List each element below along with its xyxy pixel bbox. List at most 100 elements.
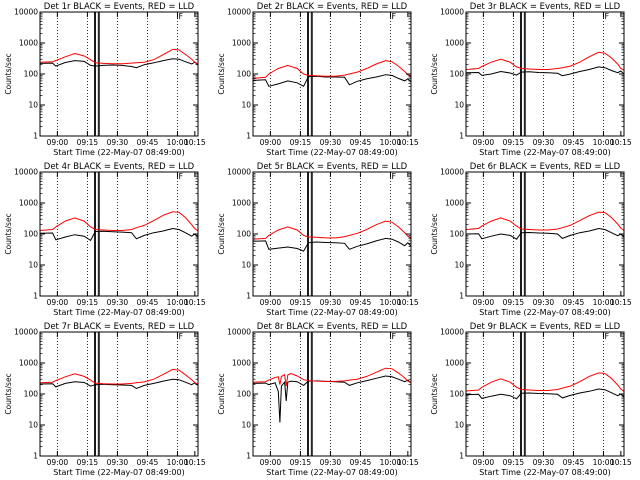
series-lld — [466, 51, 624, 71]
detector-panel-9: Det 9r BLACK = Events, RED = LLD F 1 10 100 1… — [426, 320, 639, 480]
detector-panel-4: Det 4r BLACK = Events, RED = LLD F 1 10 100 1… — [0, 160, 213, 320]
y-tick-label: 10000 — [14, 8, 38, 17]
x-tick-label: 10:15 — [184, 298, 206, 307]
x-axis-label: Start Time (22-May-07 08:49:00) — [266, 308, 397, 317]
y-tick-label: 100 — [450, 390, 465, 399]
detector-panel-2: Det 2r BLACK = Events, RED = LLD F 1 10 100 1… — [213, 0, 426, 160]
detector-panel-1: Det 1r BLACK = Events, RED = LLD F 1 10 100 1… — [0, 0, 213, 160]
y-tick-label: 100 — [237, 390, 252, 399]
y-tick-label: 1000 — [19, 199, 38, 208]
series-events — [466, 66, 624, 77]
plot-frame — [39, 331, 199, 457]
x-tick-label: 09:30 — [320, 458, 342, 467]
y-tick-label: 10 — [241, 421, 251, 430]
x-tick-label: 09:30 — [320, 138, 342, 147]
y-tick-label: 10000 — [440, 328, 464, 337]
series-events — [40, 378, 198, 390]
series-events — [466, 227, 624, 240]
series-events — [40, 227, 198, 242]
plot-frame — [39, 11, 199, 137]
x-tick-label: 10:00 — [593, 298, 615, 307]
detector-panel-6: Det 6r BLACK = Events, RED = LLD F 1 10 100 1… — [426, 160, 639, 320]
y-tick-label: 10 — [454, 261, 464, 270]
y-tick-label: 1 — [459, 132, 464, 141]
x-tick-label: 09:15 — [290, 298, 312, 307]
y-tick-label: 1000 — [445, 39, 464, 48]
y-tick-label: 1000 — [232, 199, 251, 208]
y-tick-label: 10000 — [14, 168, 38, 177]
x-tick-label: 09:45 — [563, 298, 585, 307]
y-tick-label: 10 — [454, 421, 464, 430]
series-lld — [466, 211, 624, 231]
series-lld — [253, 367, 411, 387]
series-lld — [40, 48, 198, 65]
series-events — [253, 237, 411, 252]
flag-marker-label: F — [604, 172, 609, 181]
chart-title: Det 2r BLACK = Events, RED = LLD — [257, 2, 408, 12]
y-tick-label: 10 — [28, 101, 38, 110]
flag-marker-label: F — [178, 332, 183, 341]
y-tick-label: 10000 — [14, 328, 38, 337]
x-tick-label: 09:30 — [107, 458, 129, 467]
y-tick-label: 100 — [237, 230, 252, 239]
y-axis-label: Counts/sec — [4, 213, 13, 254]
y-axis-label: Counts/sec — [430, 373, 439, 414]
x-tick-label: 09:15 — [77, 298, 99, 307]
x-tick-label: 09:00 — [260, 458, 282, 467]
x-axis-label: Start Time (22-May-07 08:49:00) — [53, 148, 184, 157]
y-tick-label: 1000 — [445, 199, 464, 208]
x-tick-label: 09:15 — [290, 138, 312, 147]
x-tick-label: 09:00 — [47, 458, 69, 467]
y-tick-label: 1 — [246, 132, 251, 141]
y-tick-label: 100 — [24, 230, 39, 239]
chart-title: Det 4r BLACK = Events, RED = LLD — [44, 162, 195, 172]
series-events — [40, 58, 198, 69]
flag-marker-label: F — [604, 332, 609, 341]
x-tick-label: 10:15 — [610, 138, 632, 147]
x-tick-label: 09:45 — [137, 458, 159, 467]
y-tick-label: 10 — [28, 421, 38, 430]
x-axis-label: Start Time (22-May-07 08:49:00) — [53, 308, 184, 317]
x-tick-label: 09:45 — [350, 298, 372, 307]
x-axis-label: Start Time (22-May-07 08:49:00) — [479, 148, 610, 157]
x-tick-label: 10:15 — [397, 298, 419, 307]
series-events — [253, 74, 411, 87]
x-tick-label: 09:30 — [320, 298, 342, 307]
y-tick-label: 10000 — [227, 8, 251, 17]
y-tick-label: 1000 — [232, 359, 251, 368]
x-tick-label: 10:00 — [380, 138, 402, 147]
x-axis-label: Start Time (22-May-07 08:49:00) — [266, 468, 397, 477]
x-tick-label: 10:15 — [184, 138, 206, 147]
flag-marker-label: F — [178, 172, 183, 181]
chart-title: Det 3r BLACK = Events, RED = LLD — [470, 2, 621, 12]
y-tick-label: 1 — [459, 452, 464, 461]
chart-title: Det 7r BLACK = Events, RED = LLD — [44, 322, 195, 332]
chart-title: Det 9r BLACK = Events, RED = LLD — [470, 322, 621, 332]
chart-title: Det 6r BLACK = Events, RED = LLD — [470, 162, 621, 172]
x-tick-label: 09:00 — [473, 298, 495, 307]
chart-title: Det 8r BLACK = Events, RED = LLD — [257, 322, 408, 332]
x-tick-label: 10:00 — [167, 458, 189, 467]
y-tick-label: 1 — [33, 292, 38, 301]
x-tick-label: 09:00 — [260, 138, 282, 147]
x-tick-label: 10:00 — [167, 138, 189, 147]
x-tick-label: 09:45 — [137, 298, 159, 307]
x-tick-label: 09:00 — [47, 138, 69, 147]
x-axis-label: Start Time (22-May-07 08:49:00) — [479, 308, 610, 317]
y-axis-label: Counts/sec — [430, 53, 439, 94]
y-tick-label: 100 — [24, 390, 39, 399]
x-tick-label: 09:15 — [503, 298, 525, 307]
y-axis-label: Counts/sec — [217, 53, 226, 94]
y-tick-label: 10 — [241, 101, 251, 110]
x-tick-label: 09:30 — [533, 298, 555, 307]
x-tick-label: 09:45 — [563, 138, 585, 147]
x-axis-label: Start Time (22-May-07 08:49:00) — [266, 148, 397, 157]
flag-marker-label: F — [604, 12, 609, 21]
plot-frame — [465, 171, 625, 297]
y-tick-label: 1 — [246, 452, 251, 461]
series-events — [253, 375, 411, 423]
